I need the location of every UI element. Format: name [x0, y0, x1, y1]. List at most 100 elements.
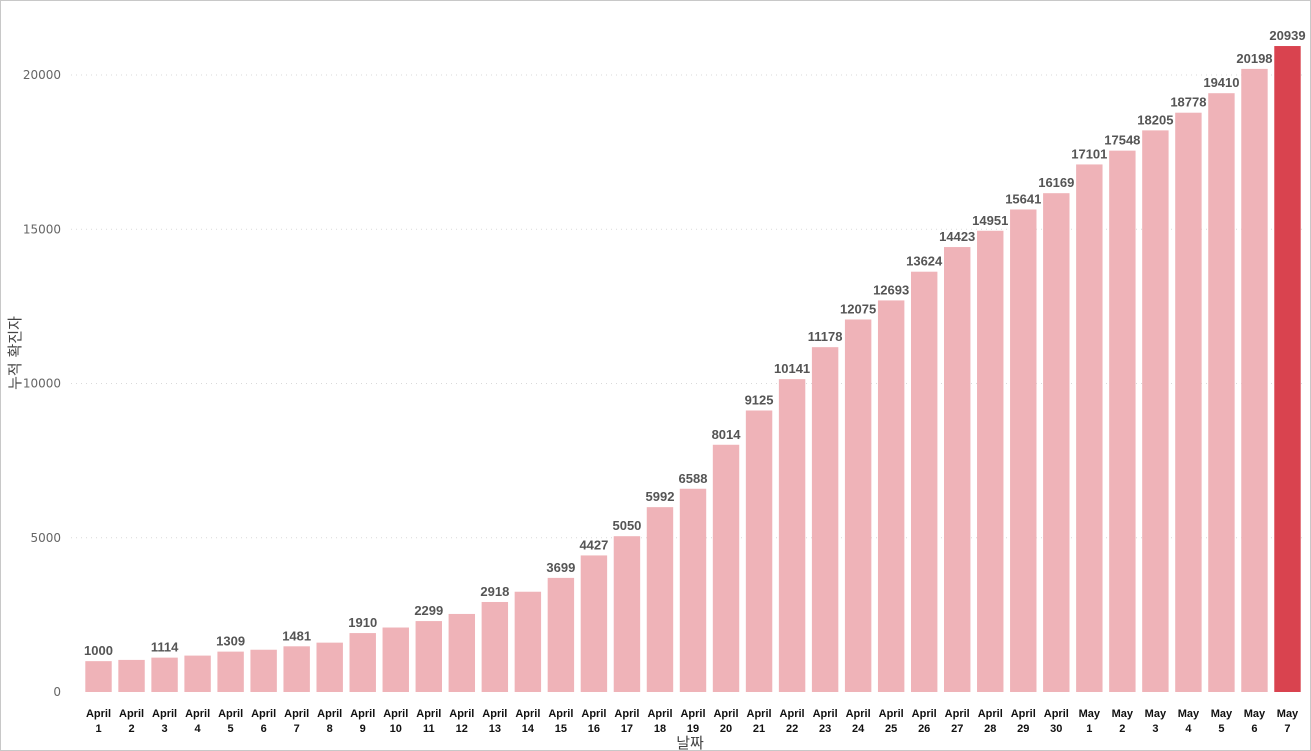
- x-tick-label-month: April: [350, 708, 375, 720]
- bar: [944, 247, 971, 692]
- data-label: 10141: [774, 361, 810, 376]
- y-tick-label: 20000: [23, 68, 61, 82]
- x-tick-label-month: April: [185, 708, 210, 720]
- x-tick-label-month: April: [846, 708, 871, 720]
- x-tick-label-day: 1: [1086, 723, 1092, 735]
- bar: [679, 488, 707, 692]
- x-tick-label-day: 23: [819, 723, 831, 735]
- bar: [250, 649, 277, 692]
- x-tick-label-month: May: [1211, 708, 1233, 720]
- bar: [448, 613, 476, 692]
- x-tick-label-month: April: [1044, 708, 1069, 720]
- bar: [877, 300, 905, 692]
- x-tick-label-day: 24: [852, 723, 865, 735]
- x-tick-label-month: April: [614, 708, 639, 720]
- x-tick-label-day: 2: [1119, 723, 1125, 735]
- data-label: 1309: [216, 634, 245, 649]
- bar: [514, 591, 542, 692]
- x-tick-label-month: May: [1178, 708, 1200, 720]
- data-label: 19410: [1203, 75, 1239, 90]
- x-tick-label-day: 5: [1218, 723, 1224, 735]
- bar: [580, 555, 608, 692]
- x-tick-label-month: April: [978, 708, 1003, 720]
- bar: [349, 633, 376, 692]
- y-tick-label: 15000: [23, 222, 61, 236]
- x-tick-label-month: April: [945, 708, 970, 720]
- bar: [778, 379, 806, 692]
- x-tick-label-day: 7: [294, 723, 300, 735]
- data-label: 5050: [612, 518, 641, 533]
- bar: [1010, 209, 1037, 692]
- x-tick-label-day: 25: [885, 723, 897, 735]
- x-tick-label-month: April: [119, 708, 144, 720]
- x-tick-label-day: 18: [654, 723, 666, 735]
- data-label: 8014: [712, 427, 742, 442]
- bar: [1274, 46, 1301, 692]
- x-tick-label-day: 26: [918, 723, 930, 735]
- x-tick-label-day: 10: [390, 723, 402, 735]
- x-tick-label-month: April: [548, 708, 573, 720]
- x-tick-label-day: 3: [162, 723, 168, 735]
- bar: [316, 642, 343, 692]
- bar: [977, 230, 1004, 692]
- data-label: 1481: [282, 628, 311, 643]
- x-tick-label-day: 15: [555, 723, 567, 735]
- bar: [85, 661, 112, 692]
- bar: [415, 621, 442, 692]
- data-label: 3699: [546, 560, 575, 575]
- x-tick-label-month: April: [86, 708, 111, 720]
- x-tick-label-day: 22: [786, 723, 798, 735]
- x-axis-title: 날짜: [676, 734, 704, 750]
- data-label: 6588: [679, 471, 708, 486]
- x-tick-label-month: May: [1112, 708, 1134, 720]
- x-tick-label-month: April: [449, 708, 474, 720]
- x-tick-label-day: 17: [621, 723, 633, 735]
- data-label: 14951: [972, 213, 1008, 228]
- bar: [613, 536, 641, 692]
- x-tick-label-day: 14: [522, 723, 535, 735]
- x-tick-label-month: April: [780, 708, 805, 720]
- bar: [811, 347, 839, 692]
- y-tick-label: 10000: [23, 377, 61, 391]
- x-tick-label-day: 16: [588, 723, 600, 735]
- data-label: 11178: [808, 329, 843, 344]
- x-tick-label-month: April: [482, 708, 507, 720]
- x-tick-label-day: 29: [1017, 723, 1029, 735]
- y-tick-label: 0: [53, 685, 61, 699]
- x-tick-label-month: April: [581, 708, 606, 720]
- x-tick-label-month: April: [879, 708, 904, 720]
- bar: [184, 655, 211, 692]
- x-tick-label-day: 3: [1152, 723, 1158, 735]
- x-tick-label-day: 21: [753, 723, 765, 735]
- x-tick-label-day: 27: [951, 723, 963, 735]
- data-label: 12693: [873, 282, 909, 297]
- bar: [844, 319, 872, 692]
- bar: [481, 601, 509, 692]
- x-tick-label-day: 5: [228, 723, 234, 735]
- bar: [1043, 193, 1070, 693]
- data-label: 9125: [745, 392, 774, 407]
- bar: [283, 646, 310, 692]
- x-tick-label-month: April: [912, 708, 937, 720]
- data-label: 4427: [579, 537, 608, 552]
- bar: [1142, 130, 1169, 693]
- data-label: 12075: [840, 301, 876, 316]
- bar: [1175, 112, 1202, 692]
- x-tick-label-month: May: [1277, 708, 1299, 720]
- x-tick-label-day: 28: [984, 723, 996, 735]
- bar: [118, 659, 145, 692]
- x-tick-label-day: 12: [456, 723, 468, 735]
- x-tick-label-month: April: [416, 708, 441, 720]
- x-tick-label-month: May: [1079, 708, 1101, 720]
- x-tick-label-month: May: [1244, 708, 1266, 720]
- x-tick-label-month: April: [383, 708, 408, 720]
- bar: [1208, 93, 1235, 693]
- x-tick-label-month: April: [515, 708, 540, 720]
- bar: [745, 410, 773, 692]
- x-tick-label-day: 6: [261, 723, 267, 735]
- data-label: 1000: [84, 643, 113, 658]
- bar: [910, 271, 938, 692]
- data-label: 20939: [1269, 28, 1305, 43]
- bar: [217, 651, 244, 692]
